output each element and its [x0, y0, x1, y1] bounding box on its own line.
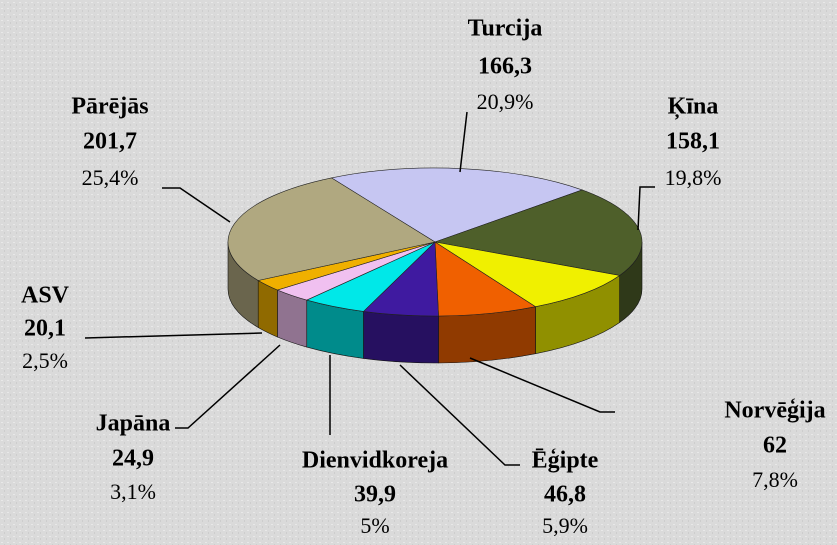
value-label: 158,1: [666, 129, 720, 155]
labels: Turcija 166,3 20,9% Ķīna 158,1 19,8% Norvēģija…: [21, 16, 826, 539]
category-label: ASV: [21, 283, 70, 309]
leader-line: [637, 186, 655, 231]
category-label: Dienvidkoreja: [302, 448, 448, 474]
percent-label: 5,9%: [542, 513, 588, 538]
value-label: 166,3: [478, 54, 532, 80]
percent-label: 19,8%: [665, 165, 722, 190]
value-label: 62: [763, 433, 787, 459]
leader-line: [459, 111, 468, 173]
percent-label: 7,8%: [752, 467, 798, 492]
value-label: 201,7: [83, 129, 137, 155]
category-label: Japāna: [96, 411, 171, 437]
category-label: Pārējās: [71, 94, 148, 120]
category-label: Turcija: [468, 16, 543, 42]
percent-label: 3,1%: [110, 479, 156, 504]
value-label: 39,9: [354, 482, 396, 508]
leader-line: [469, 357, 615, 413]
pie: [227, 167, 643, 364]
leader-line: [399, 364, 520, 466]
percent-label: 5%: [360, 513, 389, 538]
slice: [227, 177, 436, 281]
leader-line: [175, 344, 281, 429]
percent-label: 2,5%: [22, 348, 68, 373]
value-label: 20,1: [24, 316, 66, 342]
leader-line: [84, 332, 263, 339]
value-label: 46,8: [544, 482, 586, 508]
slice: [330, 167, 584, 243]
slice: [434, 241, 537, 317]
slice: [433, 189, 643, 276]
value-label: 24,9: [112, 446, 154, 472]
slice-side: [363, 311, 439, 364]
leader-line: [162, 187, 231, 223]
category-label: Norvēģija: [724, 398, 825, 424]
slice: [434, 241, 621, 308]
percent-label: 20,9%: [477, 89, 534, 114]
percent-label: 25,4%: [82, 165, 139, 190]
category-label: Ķīna: [668, 94, 719, 121]
category-label: Ēģipte: [532, 448, 599, 474]
